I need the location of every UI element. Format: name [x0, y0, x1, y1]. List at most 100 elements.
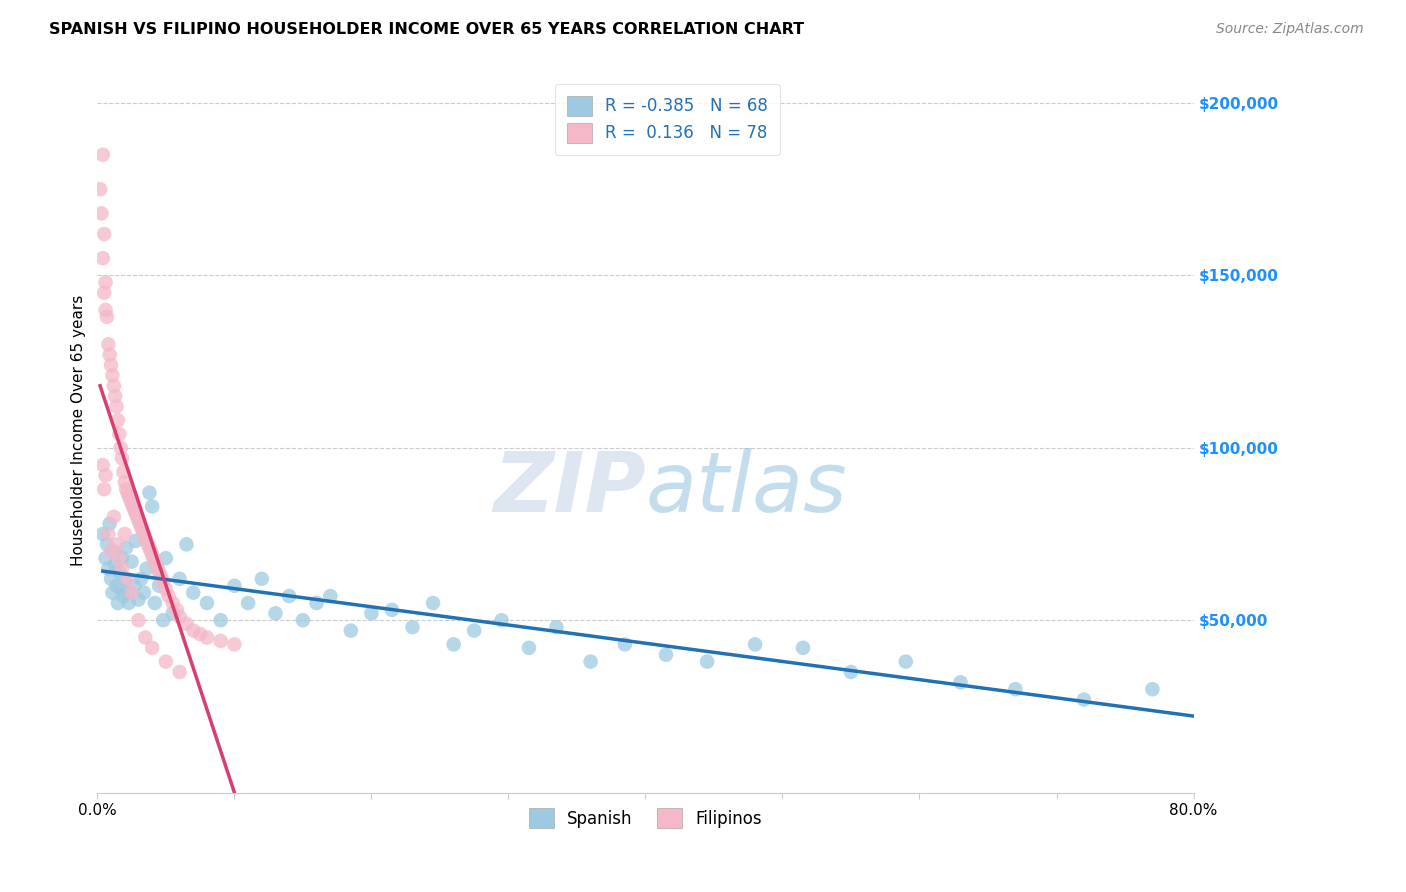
- Point: [104, 558, 127, 572]
- Point: [155, 551, 177, 566]
- Point: [127, 613, 149, 627]
- Point: [792, 640, 814, 655]
- Point: [162, 607, 184, 621]
- Point: [166, 603, 188, 617]
- Point: [122, 500, 145, 514]
- Point: [744, 637, 766, 651]
- Point: [108, 565, 131, 579]
- Point: [94, 468, 117, 483]
- Point: [121, 496, 143, 510]
- Point: [224, 579, 246, 593]
- Point: [120, 492, 142, 507]
- Point: [90, 206, 112, 220]
- Point: [209, 613, 232, 627]
- Point: [176, 616, 198, 631]
- Point: [98, 516, 121, 531]
- Point: [129, 572, 152, 586]
- Point: [517, 640, 540, 655]
- Point: [124, 579, 146, 593]
- Point: [115, 541, 138, 555]
- Point: [97, 527, 120, 541]
- Point: [100, 358, 122, 372]
- Point: [108, 427, 131, 442]
- Point: [101, 368, 124, 383]
- Point: [108, 551, 131, 566]
- Point: [125, 533, 148, 548]
- Point: [319, 589, 342, 603]
- Point: [98, 348, 121, 362]
- Point: [250, 572, 273, 586]
- Point: [103, 378, 125, 392]
- Point: [125, 506, 148, 520]
- Point: [148, 565, 170, 579]
- Point: [443, 637, 465, 651]
- Point: [1073, 692, 1095, 706]
- Y-axis label: Householder Income Over 65 years: Householder Income Over 65 years: [72, 295, 86, 566]
- Point: [129, 520, 152, 534]
- Point: [839, 665, 862, 679]
- Point: [138, 541, 160, 555]
- Text: atlas: atlas: [645, 448, 846, 529]
- Point: [121, 585, 143, 599]
- Point: [89, 182, 111, 196]
- Point: [169, 572, 191, 586]
- Point: [91, 458, 114, 472]
- Point: [103, 509, 125, 524]
- Point: [105, 537, 128, 551]
- Point: [894, 655, 917, 669]
- Point: [96, 537, 118, 551]
- Point: [107, 413, 129, 427]
- Point: [107, 596, 129, 610]
- Point: [91, 251, 114, 265]
- Point: [305, 596, 328, 610]
- Point: [181, 585, 204, 599]
- Point: [463, 624, 485, 638]
- Point: [148, 579, 170, 593]
- Point: [546, 620, 568, 634]
- Point: [101, 585, 124, 599]
- Point: [135, 561, 157, 575]
- Point: [91, 147, 114, 161]
- Point: [105, 400, 128, 414]
- Point: [91, 527, 114, 541]
- Point: [112, 465, 135, 479]
- Point: [169, 609, 191, 624]
- Point: [157, 589, 180, 603]
- Point: [152, 575, 174, 590]
- Point: [188, 627, 211, 641]
- Point: [94, 551, 117, 566]
- Point: [143, 596, 166, 610]
- Point: [136, 537, 159, 551]
- Point: [949, 675, 972, 690]
- Point: [169, 665, 191, 679]
- Point: [141, 548, 163, 562]
- Point: [94, 275, 117, 289]
- Point: [155, 655, 177, 669]
- Point: [111, 561, 134, 575]
- Point: [104, 389, 127, 403]
- Point: [93, 285, 115, 300]
- Point: [655, 648, 678, 662]
- Point: [93, 227, 115, 241]
- Point: [138, 485, 160, 500]
- Point: [96, 310, 118, 324]
- Point: [696, 655, 718, 669]
- Point: [117, 572, 139, 586]
- Point: [613, 637, 636, 651]
- Point: [579, 655, 602, 669]
- Point: [142, 551, 165, 566]
- Point: [224, 637, 246, 651]
- Point: [264, 607, 287, 621]
- Point: [121, 555, 143, 569]
- Point: [143, 555, 166, 569]
- Point: [132, 527, 155, 541]
- Point: [381, 603, 404, 617]
- Point: [111, 451, 134, 466]
- Point: [134, 631, 156, 645]
- Point: [155, 582, 177, 597]
- Point: [112, 589, 135, 603]
- Point: [176, 537, 198, 551]
- Point: [117, 485, 139, 500]
- Point: [195, 596, 218, 610]
- Point: [291, 613, 314, 627]
